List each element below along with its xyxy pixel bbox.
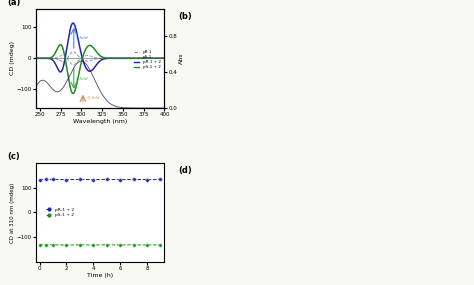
Text: 5-fold: 5-fold	[75, 36, 88, 40]
Legend: pR-1 + 2, pS-1 + 2: pR-1 + 2, pS-1 + 2	[44, 206, 76, 219]
Y-axis label: CD at 310 nm (mdeg): CD at 310 nm (mdeg)	[10, 182, 15, 243]
Y-axis label: CD (mdeg): CD (mdeg)	[10, 41, 15, 75]
Text: (b): (b)	[178, 11, 192, 21]
Text: 5-fold: 5-fold	[75, 77, 88, 81]
Legend: pR-1, pS-1, pR-1 + 2, pS-1 + 2: pR-1, pS-1, pR-1 + 2, pS-1 + 2	[133, 49, 163, 71]
X-axis label: Wavelength (nm): Wavelength (nm)	[73, 119, 127, 124]
Text: (d): (d)	[178, 166, 192, 175]
Y-axis label: Abs: Abs	[179, 52, 184, 64]
X-axis label: Time (h): Time (h)	[87, 273, 113, 278]
Text: ~3-fold: ~3-fold	[85, 96, 100, 100]
Text: (c): (c)	[7, 152, 20, 161]
Text: (a): (a)	[7, 0, 20, 7]
